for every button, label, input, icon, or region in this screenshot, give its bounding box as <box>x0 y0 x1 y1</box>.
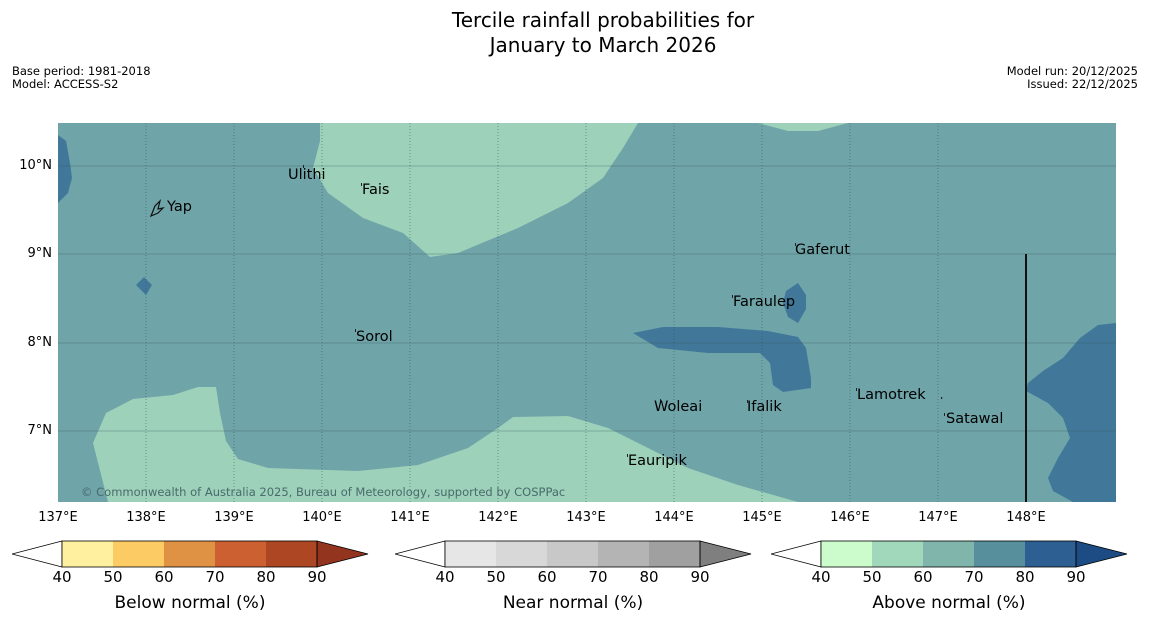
graticule-meridians <box>145 123 939 502</box>
colorbar-near-segment-3 <box>547 541 598 567</box>
colorbar-near-segment-1 <box>445 541 496 567</box>
colorbar-near-segment-5 <box>649 541 700 567</box>
colorbar-below-tick: 60 <box>154 568 174 586</box>
lon-label-139e: 139°E <box>214 510 254 525</box>
colorbar-above-high-triangle <box>1075 540 1128 568</box>
colorbar-above-tick: 70 <box>964 568 984 586</box>
lon-label-137e: 137°E <box>38 510 78 525</box>
colorbar-near-tick: 90 <box>690 568 710 586</box>
colorbar-near-segment-2 <box>496 541 547 567</box>
colorbar-above-label: Above normal (%) <box>872 593 1026 613</box>
colorbar-below-tick: 90 <box>307 568 327 586</box>
colorbar-near-tick: 60 <box>537 568 557 586</box>
yap-island-outline <box>149 199 165 218</box>
colorbar-above-tick: 80 <box>1015 568 1035 586</box>
colorbar-above-tick: 60 <box>913 568 933 586</box>
forecast-map <box>58 123 1116 502</box>
lon-label-143e: 143°E <box>566 510 606 525</box>
lon-label-141e: 141°E <box>390 510 430 525</box>
model-run-text: Model run: 20/12/2025 <box>1006 64 1138 78</box>
colorbar-below-segment-4 <box>215 541 266 567</box>
colorbar-near-tick: 40 <box>435 568 455 586</box>
base-period-text: Base period: 1981-2018 <box>12 64 151 78</box>
graticule-parallels <box>58 165 1116 432</box>
issued-text: Issued: 22/12/2025 <box>1027 77 1138 91</box>
lat-label-8n: 8°N <box>27 335 53 350</box>
place-label-woleai: Woleai <box>654 399 703 415</box>
chart-title: Tercile rainfall probabilities for Janua… <box>0 8 1150 58</box>
title-line-2: January to March 2026 <box>489 33 717 57</box>
colorbar-below-segment-5 <box>266 541 317 567</box>
colorbar-above-segment-3 <box>923 541 974 567</box>
colorbar-below-high-triangle <box>316 540 369 568</box>
place-label-lamotrek: Lamotrek <box>857 387 926 403</box>
place-label-ulithi: Ulithi <box>288 167 326 183</box>
island-marks <box>303 165 945 457</box>
lon-label-147e: 147°E <box>918 510 958 525</box>
colorbar-near-tick: 50 <box>486 568 506 586</box>
colorbar-above-segment-5 <box>1025 541 1076 567</box>
metadata-left: Base period: 1981-2018 Model: ACCESS-S2 <box>12 65 151 91</box>
lon-label-138e: 138°E <box>126 510 166 525</box>
lon-label-148e: 148°E <box>1006 510 1046 525</box>
colorbar-above-tick: 50 <box>862 568 882 586</box>
map-region-above-60-70-east <box>1026 323 1116 502</box>
model-text: Model: ACCESS-S2 <box>12 77 119 91</box>
lat-label-10n: 10°N <box>19 158 52 173</box>
colorbar-near-segment-4 <box>598 541 649 567</box>
metadata-right: Model run: 20/12/2025 Issued: 22/12/2025 <box>1007 65 1138 91</box>
colorbar-below-segment-3 <box>164 541 215 567</box>
colorbar-below-segment-2 <box>113 541 164 567</box>
map-region-above-60-70-west-edge <box>58 135 72 203</box>
place-label-gaferut: Gaferut <box>795 242 850 258</box>
place-label-satawal: Satawal <box>946 411 1004 427</box>
map-region-above-60-70-faraulep <box>783 283 806 323</box>
copyright-text: © Commonwealth of Australia 2025, Bureau… <box>81 485 566 499</box>
place-label-fais: Fais <box>362 182 390 198</box>
colorbar-below-tick: 40 <box>52 568 72 586</box>
place-label-yap: Yap <box>167 199 192 215</box>
colorbar-above-segment-1 <box>821 541 872 567</box>
colorbar-below-tick: 80 <box>256 568 276 586</box>
colorbar-above-segment-4 <box>974 541 1025 567</box>
colorbar-above-low-triangle <box>771 540 822 568</box>
lon-label-145e: 145°E <box>742 510 782 525</box>
colorbar-below-normal <box>12 540 369 568</box>
lon-label-140e: 140°E <box>302 510 342 525</box>
lon-label-146e: 146°E <box>830 510 870 525</box>
colorbar-above-tick: 40 <box>811 568 831 586</box>
colorbar-above-tick: 90 <box>1066 568 1086 586</box>
colorbar-below-tick: 50 <box>103 568 123 586</box>
map-region-above-40-50-north <box>263 123 848 257</box>
map-region-above-60-70-small <box>136 277 152 295</box>
colorbar-near-low-triangle <box>395 540 446 568</box>
colorbar-near-label: Near normal (%) <box>502 593 644 613</box>
lat-label-7n: 7°N <box>27 423 53 438</box>
place-label-faraulep: Faraulep <box>733 294 796 310</box>
colorbar-below-label: Below normal (%) <box>114 593 266 613</box>
colorbar-near-tick: 70 <box>588 568 608 586</box>
lat-label-9n: 9°N <box>27 246 53 261</box>
colorbar-below-low-triangle <box>12 540 63 568</box>
colorbar-above-segment-2 <box>872 541 923 567</box>
lon-label-144e: 144°E <box>654 510 694 525</box>
colorbar-near-normal <box>395 540 752 568</box>
colorbar-near-tick: 80 <box>639 568 659 586</box>
map-region-above-40-50-south <box>58 387 798 502</box>
place-label-sorol: Sorol <box>356 329 393 345</box>
colorbar-above-normal <box>771 540 1128 568</box>
lon-label-142e: 142°E <box>478 510 518 525</box>
colorbar-below-tick: 70 <box>205 568 225 586</box>
place-label-ifalik: Ifalik <box>747 399 782 415</box>
colorbar-below-segment-1 <box>62 541 113 567</box>
colorbar-near-high-triangle <box>699 540 752 568</box>
place-label-eauripik: Eauripik <box>628 453 687 469</box>
title-line-1: Tercile rainfall probabilities for <box>451 8 755 32</box>
